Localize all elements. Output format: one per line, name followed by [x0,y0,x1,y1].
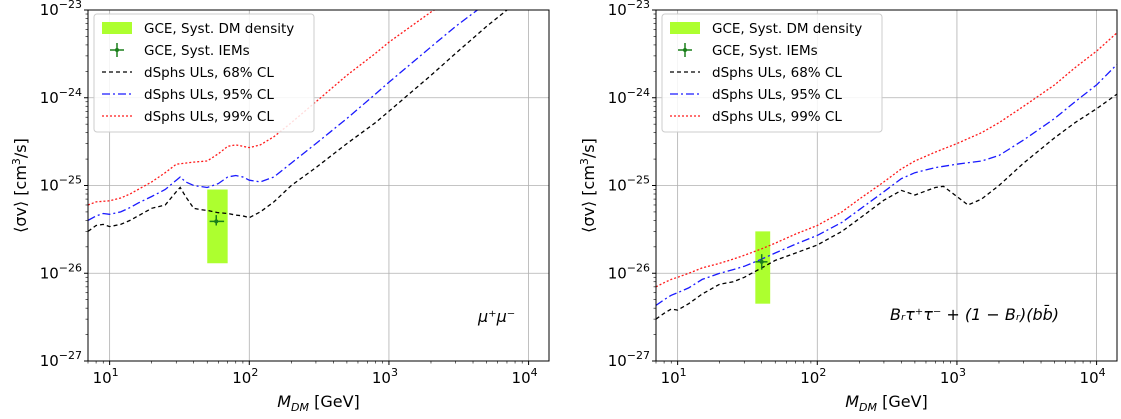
x-tick-label: 103 [372,366,398,387]
legend-label: dSphs ULs, 99% CL [144,109,274,125]
gce-iem-point [759,259,764,264]
legend-label: GCE, Syst. DM density [144,21,294,37]
series-line-99cl [88,10,436,206]
legend-label: dSphs ULs, 68% CL [712,65,842,81]
y-tick-label: 10−26 [40,261,82,282]
legend-swatch-band [102,22,132,34]
legend-box [661,13,883,133]
x-axis-label: MDM [GeV] [277,392,360,414]
series-line-99cl [656,32,1117,288]
gce-dm-density-band [207,189,228,264]
y-tick-label: 10−27 [40,349,82,370]
series-line-95cl [656,63,1117,306]
y-tick-label: 10−24 [40,86,82,107]
y-tick-label: 10−27 [608,349,650,370]
y-tick-label: 10−26 [608,261,650,282]
series-line-68cl [88,10,508,232]
legend-label: dSphs ULs, 99% CL [712,109,842,125]
channel-annotation: Bᵣτ⁺τ⁻ + (1 − Bᵣ)(bb̄) [890,305,1059,324]
x-tick-label: 101 [661,366,687,387]
chart-panel-tau-bb: 101 102 103 104 10−27 10−26 10−25 10−24 10−23 MDM… [578,0,1118,414]
x-tick-label: 101 [93,366,119,387]
x-tick-label: 103 [940,366,966,387]
y-axis-label: ⟨σv⟩ [cm3/s] [578,138,598,233]
legend-label: dSphs ULs, 95% CL [712,87,842,103]
legend-label: GCE, Syst. DM density [712,21,862,37]
x-tick-label: 104 [512,366,538,387]
x-tick-label: 102 [800,366,826,387]
gce-iem-point [214,219,219,224]
y-tick-label: 10−25 [40,174,82,195]
x-tick-label: 104 [1080,366,1106,387]
x-tick-label: 102 [232,366,258,387]
y-tick-label: 10−23 [40,0,82,19]
legend-label: GCE, Syst. IEMs [144,43,250,59]
legend-swatch-band [670,22,700,34]
channel-annotation: μ⁺μ⁻ [477,307,515,326]
legend-label: dSphs ULs, 95% CL [144,87,274,103]
x-axis-label: MDM [GeV] [845,392,928,414]
series-line-95cl [88,10,479,221]
y-tick-label: 10−25 [608,174,650,195]
legend-label: GCE, Syst. IEMs [712,43,818,59]
legend-swatch-point [683,48,687,52]
legend-swatch-point [115,48,119,52]
y-axis-label: ⟨σv⟩ [cm3/s] [10,138,30,233]
y-tick-label: 10−23 [608,0,650,19]
legend-box [93,13,315,133]
chart-panel-mumu: 101 102 103 104 10−27 10−26 10−25 10−24 10−23 MDM… [10,0,550,414]
y-tick-label: 10−24 [608,86,650,107]
legend-label: dSphs ULs, 68% CL [144,65,274,81]
